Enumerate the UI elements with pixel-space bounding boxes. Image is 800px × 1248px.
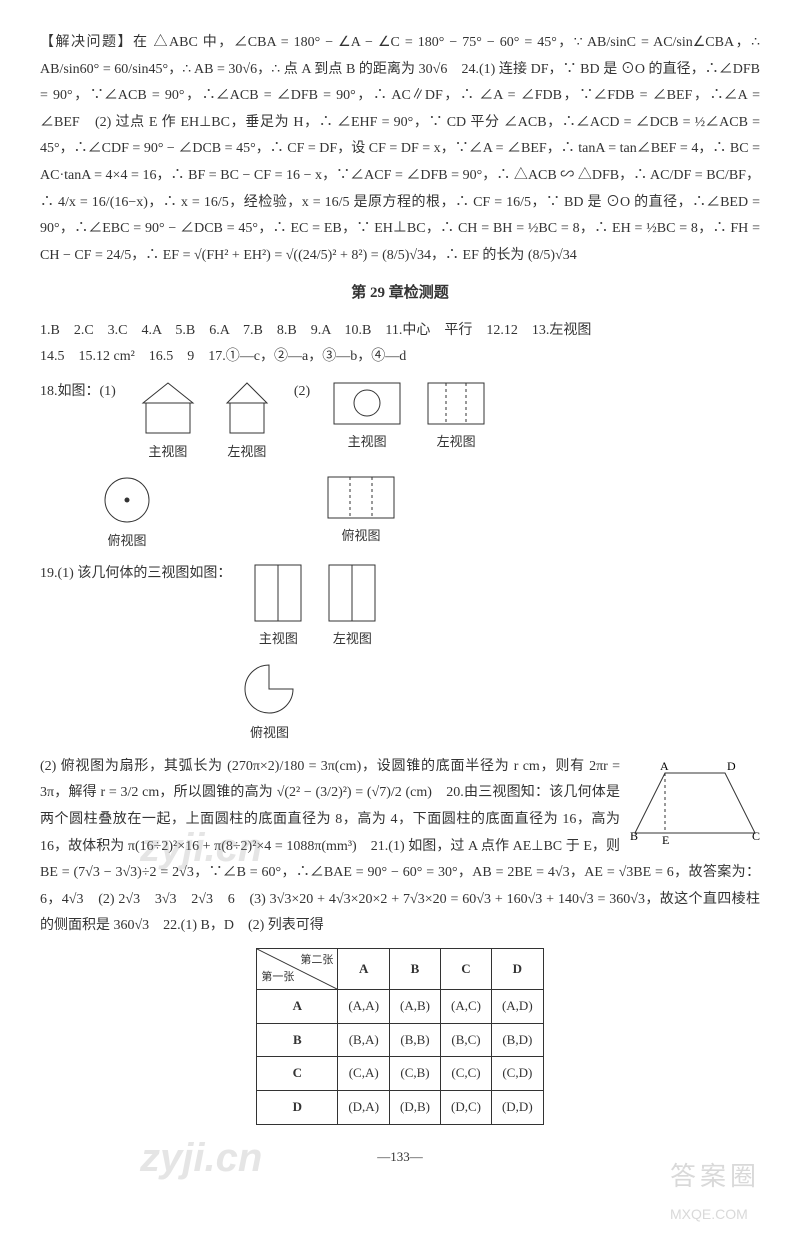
cell: (D,C) [441,1091,492,1125]
q18-1-left-group: 左视图 [220,379,274,465]
q19-prefix: 19.(1) 该几何体的三视图如图： [40,561,231,588]
cell: (C,A) [338,1057,390,1091]
col-header: D [491,948,543,989]
left-view-label: 左视图 [227,440,266,465]
cell: (B,C) [441,1023,492,1057]
cell: (B,A) [338,1023,390,1057]
front-view-label: 主视图 [348,430,387,455]
rect-split-icon [253,563,303,623]
rect-split-icon [327,563,377,623]
cell: (D,D) [491,1091,543,1125]
table-row: A (A,A) (A,B) (A,C) (A,D) [257,989,543,1023]
outcome-table: 第二张 第一张 A B C D A (A,A) (A,B) (A,C) (A,D… [256,948,543,1125]
left-view-label: 左视图 [333,627,372,652]
vertex-e: E [662,833,669,847]
answers-line-1: 1.B 2.C 3.C 4.A 5.B 6.A 7.B 8.B 9.A 10.B… [40,318,760,345]
pacman-icon [242,662,297,717]
row-header: C [257,1057,338,1091]
table-row: C (C,A) (C,B) (C,C) (C,D) [257,1057,543,1091]
cell: (B,B) [390,1023,441,1057]
rect-dashed-2-icon [326,475,396,520]
col-header: A [338,948,390,989]
watermark-3: 答案圈 MXQE.COM [670,1152,760,1228]
vertex-d: D [727,759,736,773]
cell: (C,B) [390,1057,441,1091]
q18-1-top-group: 俯视图 [100,473,154,554]
house-icon [222,381,272,436]
circle-dot-icon [102,475,152,525]
q18-2-top-group: 俯视图 [324,473,398,549]
q19-left-group: 左视图 [325,561,379,652]
top-view-label: 俯视图 [250,721,289,746]
q19-row-2: 俯视图 [240,660,760,746]
col-header: B [390,948,441,989]
cell: (A,A) [338,989,390,1023]
wm3-top: 答案圈 [670,1152,760,1201]
wm3-bottom: MXQE.COM [670,1201,760,1228]
q18-2-left-group: 左视图 [424,379,488,455]
table-row: B (B,A) (B,B) (B,C) (B,D) [257,1023,543,1057]
page-number: —133— [40,1145,760,1170]
cell: (A,C) [441,989,492,1023]
diagonal-header: 第二张 第一张 [257,948,338,989]
cell: (C,C) [441,1057,492,1091]
vertex-c: C [752,829,760,843]
diag-top: 第二张 [300,950,333,971]
left-view-label: 左视图 [437,430,476,455]
q19-front-group: 主视图 [251,561,305,652]
top-view-label: 俯视图 [107,529,146,554]
vertex-a: A [660,759,669,773]
rect-circle-icon [332,381,402,426]
diag-bottom: 第一张 [261,967,294,988]
front-view-label: 主视图 [148,440,187,465]
cell: (D,A) [338,1091,390,1125]
house-icon [138,381,198,436]
front-view-label: 主视图 [259,627,298,652]
q18-1-front-group: 主视图 [136,379,200,465]
q18-2-front-group: 主视图 [330,379,404,455]
cell: (A,B) [390,989,441,1023]
rect-dashed-icon [426,381,486,426]
q18-figure-row-2: 俯视图 俯视图 [100,473,760,554]
top-view-label: 俯视图 [341,524,380,549]
col-header: C [441,948,492,989]
row-header: D [257,1091,338,1125]
q18-mid: (2) [294,379,310,406]
cell: (A,D) [491,989,543,1023]
q19-top-group: 俯视图 [240,660,299,746]
cell: (B,D) [491,1023,543,1057]
table-row: D (D,A) (D,B) (D,C) (D,D) [257,1091,543,1125]
trapezoid-icon: A D B C E [630,758,760,848]
row-header: A [257,989,338,1023]
trapezoid-figure: A D B C E [630,758,760,848]
problem-solution-paragraph: 【解决问题】在 △ABC 中，∠CBA = 180° − ∠A − ∠C = 1… [40,30,760,269]
q18-prefix: 18.如图：(1) [40,379,116,406]
row-header: B [257,1023,338,1057]
q18-figure-row: 18.如图：(1) 主视图 左视图 (2) 主视图 [40,379,760,465]
content-body: 【解决问题】在 △ABC 中，∠CBA = 180° − ∠A − ∠C = 1… [40,30,760,1169]
answers-line-2: 14.5 15.12 cm² 16.5 9 17.①—c，②—a，③—b，④—d [40,344,760,371]
section-title: 第 29 章检测题 [40,279,760,308]
vertex-b: B [630,829,638,843]
q19-row: 19.(1) 该几何体的三视图如图： 主视图 左视图 [40,561,760,652]
cell: (C,D) [491,1057,543,1091]
cell: (D,B) [390,1091,441,1125]
